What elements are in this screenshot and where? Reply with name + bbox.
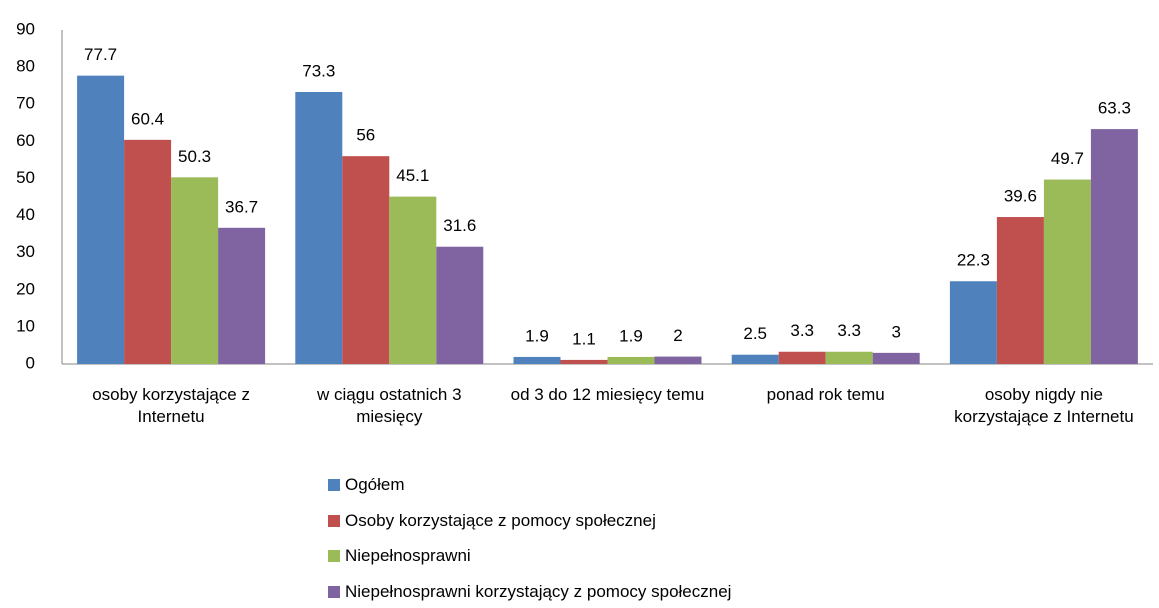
- legend-item: Ogółem: [328, 475, 405, 495]
- y-tick-label: 70: [16, 94, 35, 113]
- y-tick-label: 60: [16, 131, 35, 150]
- legend-item: Niepełnosprawni korzystający z pomocy sp…: [328, 582, 731, 602]
- legend-label: Osoby korzystające z pomocy społecznej: [345, 510, 656, 530]
- value-label: 56: [356, 126, 375, 145]
- legend-swatch: [328, 585, 340, 598]
- legend-label: Niepełnosprawni: [345, 546, 471, 565]
- value-label: 45.1: [396, 166, 429, 185]
- value-label: 60.4: [131, 109, 164, 128]
- value-label: 2: [673, 326, 682, 345]
- value-label: 50.3: [178, 147, 211, 166]
- bar: [295, 91, 343, 364]
- legend-item: Niepełnosprawni: [328, 546, 471, 566]
- y-tick-label: 30: [16, 242, 35, 261]
- bar: [654, 356, 702, 364]
- x-tick-label: od 3 do 12 miesięcy temu: [510, 385, 705, 404]
- x-tick-label: osoby nigdy nie korzystające z Internetu: [954, 385, 1134, 426]
- y-tick-label: 40: [16, 205, 35, 224]
- value-label: 3.3: [790, 321, 814, 340]
- legend-swatch: [328, 514, 340, 527]
- legend-label: Ogółem: [345, 475, 405, 494]
- bar: [872, 352, 920, 364]
- value-label: 36.7: [225, 197, 258, 216]
- value-label: 77.7: [84, 45, 117, 64]
- y-tick-label: 80: [16, 57, 35, 76]
- value-label: 22.3: [957, 251, 990, 270]
- y-tick-label: 90: [16, 19, 35, 38]
- bar: [513, 356, 561, 364]
- value-label: 1.9: [619, 326, 643, 345]
- bar: [124, 139, 172, 364]
- bar: [607, 356, 655, 364]
- bar: [778, 351, 826, 364]
- y-tick-label: 20: [16, 279, 35, 298]
- bar: [342, 156, 390, 364]
- legend-swatch: [328, 550, 340, 562]
- value-label: 49.7: [1051, 149, 1084, 168]
- value-label: 31.6: [443, 216, 476, 235]
- value-label: 1.9: [525, 326, 549, 345]
- value-label: 3.3: [837, 321, 861, 340]
- bar: [560, 359, 608, 364]
- bar: [949, 281, 997, 364]
- bar: [436, 246, 484, 364]
- bar: [825, 351, 873, 364]
- x-tick-label: w ciągu ostatnich 3 miesięcy: [316, 385, 462, 426]
- bar: [731, 354, 779, 364]
- value-label: 63.3: [1098, 99, 1131, 118]
- legend-item: Osoby korzystające z pomocy społecznej: [328, 511, 656, 531]
- x-tick-label: osoby korzystające z Internetu: [92, 385, 250, 426]
- value-label: 3: [891, 322, 900, 341]
- legend-swatch: [328, 479, 340, 491]
- bar: [218, 227, 266, 364]
- bar: [996, 217, 1044, 364]
- bar: [171, 177, 219, 364]
- value-label: 2.5: [743, 324, 767, 343]
- y-tick-label: 0: [26, 353, 35, 372]
- bar: [389, 196, 437, 364]
- value-label: 39.6: [1004, 187, 1037, 206]
- value-label: 73.3: [302, 61, 335, 80]
- bar: [77, 75, 125, 364]
- y-tick-label: 50: [16, 168, 35, 187]
- bar: [1043, 179, 1091, 364]
- legend-label: Niepełnosprawni korzystający z pomocy sp…: [345, 581, 732, 601]
- x-tick-label: ponad rok temu: [766, 385, 885, 404]
- value-label: 1.1: [572, 329, 596, 348]
- bar: [1090, 129, 1138, 364]
- y-tick-label: 10: [16, 316, 35, 335]
